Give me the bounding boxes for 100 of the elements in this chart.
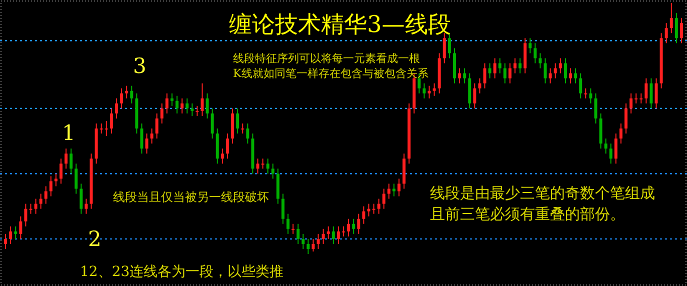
candlestick: [256, 158, 260, 174]
candlestick: [493, 58, 496, 79]
candlestick: [200, 82, 204, 116]
candlestick: [604, 138, 608, 154]
candlestick: [589, 88, 592, 104]
candlestick: [110, 108, 113, 134]
candlestick: [428, 85, 431, 99]
candlestick: [100, 122, 103, 134]
candlestick: [44, 186, 48, 204]
candlestick: [634, 92, 638, 104]
annotation: K线就如同笔一样存在包含与被包含关系: [233, 67, 428, 80]
candlestick: [483, 62, 486, 89]
candlestick: [584, 88, 588, 99]
candlestick: [670, 2, 673, 34]
candlestick: [630, 92, 633, 114]
candlestick: [9, 226, 12, 244]
candlestick: [342, 226, 345, 237]
candlestick: [432, 82, 436, 96]
candlestick: [19, 216, 22, 240]
annotation: 线段特征序列可以将每一元素看成一根: [233, 52, 420, 65]
candlestick: [312, 238, 315, 252]
candlestick: [548, 68, 552, 84]
candlestick: [498, 58, 502, 74]
candlestick: [544, 58, 547, 84]
candlestick: [130, 85, 134, 104]
candlestick: [326, 226, 330, 240]
candlestick: [186, 98, 189, 114]
candlestick: [140, 122, 144, 154]
candlestick: [387, 183, 390, 200]
candlestick: [24, 203, 28, 227]
candlestick: [39, 193, 42, 210]
candlestick: [664, 22, 668, 44]
candlestick: [382, 188, 386, 210]
candlestick: [674, 12, 678, 44]
candlestick: [624, 102, 628, 134]
annotation: 线段是由最少三笔的奇数个笔组成: [430, 184, 655, 202]
candlestick: [241, 122, 244, 134]
candlestick: [4, 233, 8, 250]
candlestick: [397, 178, 400, 197]
candlestick: [372, 203, 376, 214]
candlestick: [463, 68, 466, 84]
annotation: 3: [133, 54, 146, 78]
candlestick: [377, 198, 380, 214]
candlestick: [422, 82, 426, 99]
candlestick: [609, 143, 612, 164]
candlestick: [619, 122, 622, 144]
candlestick: [680, 18, 683, 44]
candlestick: [190, 102, 194, 116]
candlestick: [70, 148, 73, 174]
candlestick: [206, 92, 209, 119]
annotation: 线段当且仅当被另一线段破坏: [113, 190, 269, 204]
candlestick: [352, 218, 356, 234]
candlestick: [508, 62, 512, 84]
candlestick: [271, 163, 274, 180]
candlestick: [558, 58, 562, 74]
candlestick: [564, 58, 567, 84]
candlestick: [64, 148, 68, 170]
candlestick: [316, 233, 320, 250]
candlestick: [569, 68, 572, 84]
candlestick: [196, 105, 199, 116]
text: 12、23连线各为一段，以些类推: [80, 264, 284, 280]
candlestick: [261, 158, 264, 170]
candlestick: [594, 92, 598, 124]
candlestick: [104, 120, 108, 137]
candlestick: [115, 98, 118, 119]
chart-title: 缠论技术精华3—线段: [229, 12, 451, 38]
candlestick: [518, 58, 522, 74]
candlestick: [246, 122, 250, 144]
candlestick: [54, 173, 58, 187]
candlestick: [220, 148, 224, 164]
candlestick: [336, 226, 340, 244]
candlestick: [180, 98, 184, 114]
candlestick: [488, 62, 492, 79]
candlestick: [170, 92, 174, 106]
candlestick: [125, 85, 128, 99]
annotation: 2: [88, 227, 102, 251]
candlestick: [60, 158, 63, 184]
candlestick: [306, 238, 310, 254]
candlestick: [160, 102, 164, 124]
candlestick: [614, 133, 618, 164]
annotation: 且前三笔必须有重叠的部份。: [430, 205, 625, 223]
candlestick: [226, 133, 229, 160]
candlestick: [150, 128, 154, 144]
candlestick: [458, 68, 462, 84]
candlestick: [74, 163, 78, 194]
candlestick: [281, 193, 284, 224]
candlestick: [145, 133, 148, 154]
candlestick: [514, 58, 517, 74]
candlestick: [362, 206, 366, 224]
candlestick: [473, 82, 476, 109]
candlestick: [579, 72, 582, 99]
candlestick: [503, 62, 506, 84]
candlestick: [266, 158, 270, 174]
candlestick: [120, 88, 124, 109]
candlestick: [574, 68, 578, 84]
candlestick: [392, 183, 396, 197]
candlestick: [478, 78, 482, 94]
candlestick: [236, 108, 240, 134]
candlestick: [155, 112, 158, 140]
candlestick: [538, 52, 542, 69]
